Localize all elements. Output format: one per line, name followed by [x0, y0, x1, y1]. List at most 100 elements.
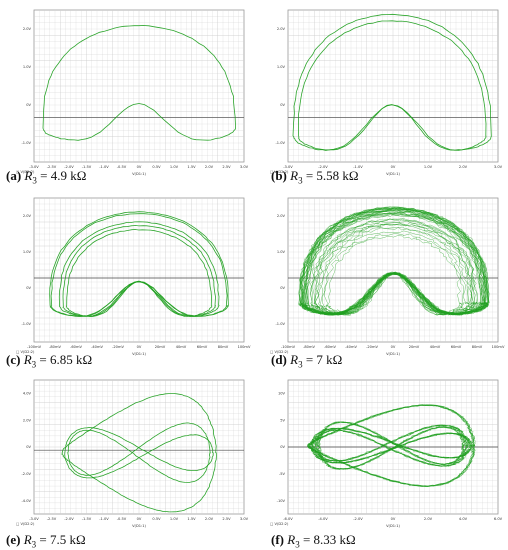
- trajectory-group: [292, 13, 492, 151]
- x-tick-label: -80mV: [303, 345, 315, 349]
- x-axis-title: V(D1:1): [386, 524, 400, 528]
- y-tick-label: -1.0V: [22, 322, 32, 326]
- x-tick-label: 0V: [391, 345, 396, 349]
- x-tick-label: 0V: [137, 517, 142, 521]
- y-tick-label: 2.0V: [23, 418, 32, 422]
- x-tick-label: -40mV: [91, 345, 103, 349]
- trajectory-line: [310, 427, 473, 464]
- x-tick-label: 80mV: [472, 345, 483, 349]
- x-tick-label: -6.0V: [283, 517, 293, 521]
- y-tick-label: 2.0V: [277, 214, 286, 218]
- grid: [34, 10, 244, 162]
- x-axis-title: V(D1:1): [132, 524, 146, 528]
- x-tick-label: -2.0V: [318, 165, 328, 169]
- y-tick-label: 2.0V: [23, 214, 32, 218]
- x-axis-title: V(D1:1): [132, 352, 146, 356]
- x-tick-label: 0.5V: [152, 165, 161, 169]
- x-axis-title: V(D1:1): [132, 172, 146, 176]
- x-tick-label: 1.5V: [187, 517, 196, 521]
- plot-d: -100mV -80mV -60mV -40mV -20mV 0V 20mV 40mV 60mV…: [270, 197, 505, 356]
- y-tick-label: 0V: [280, 445, 285, 449]
- x-tick-label: -20mV: [366, 345, 378, 349]
- x-axis-title: V(D1:1): [386, 172, 400, 176]
- x-tick-label: -20mV: [112, 345, 124, 349]
- y-tick-label: -1.0V: [276, 141, 286, 145]
- trajectory-group: [42, 25, 236, 141]
- x-tick-label: -2.0V: [64, 165, 74, 169]
- trajectory-line: [317, 226, 470, 315]
- x-tick-label: 0V: [137, 345, 142, 349]
- trajectory-line: [61, 393, 217, 513]
- x-tick-label: -80mV: [49, 345, 61, 349]
- x-tick-label: 60mV: [197, 345, 208, 349]
- plot-f: -6.0V -4.0V -2.0V 0V 2.0V 4.0V 6.0V 10V 5V 0V -5V -…: [270, 379, 503, 528]
- trajectory-line: [65, 229, 213, 317]
- x-tick-label: 40mV: [176, 345, 187, 349]
- y-tick-label: -1.0V: [22, 141, 32, 145]
- trajectory-line: [310, 427, 472, 464]
- y-tick-label: -5V: [279, 472, 286, 476]
- trajectory-line: [42, 25, 236, 141]
- x-tick-label: 3.0V: [240, 165, 249, 169]
- x-tick-label: -3.0V: [29, 517, 39, 521]
- trajectory-line: [58, 221, 220, 317]
- x-tick-label: -2.0V: [353, 517, 363, 521]
- x-tick-label: -60mV: [324, 345, 336, 349]
- y-tick-label: 1.0V: [277, 65, 286, 69]
- plot-a: -3.0V -2.5V -2.0V -1.5V -1.0V -0.5V 0V 0.5V 1.0V…: [16, 9, 249, 176]
- x-tick-label: -3.0V: [29, 165, 39, 169]
- trajectory-line: [317, 421, 466, 470]
- trajectory-line: [310, 427, 473, 464]
- y-tick-label: 1.0V: [23, 250, 32, 254]
- legend-entry: □ V(D2:2): [16, 522, 35, 526]
- trajectory-group: [298, 206, 490, 316]
- chart-panel-a: -3.0V -2.5V -2.0V -1.5V -1.0V -0.5V 0V 0.5V 1.0V…: [0, 0, 254, 184]
- chart-panel-f: -6.0V -4.0V -2.0V 0V 2.0V 4.0V 6.0V 10V 5V 0V -5V -…: [254, 370, 508, 536]
- trajectory-line: [67, 422, 211, 483]
- x-tick-label: 20mV: [409, 345, 420, 349]
- x-tick-label: -2.5V: [47, 517, 57, 521]
- x-tick-label: -2.5V: [47, 165, 57, 169]
- trajectory-line: [308, 404, 475, 487]
- caption-c: (c) R3 = 6.85 kΩ: [6, 352, 93, 370]
- x-tick-label: 2.0V: [205, 517, 214, 521]
- grid: [288, 380, 498, 514]
- chart-panel-e: -3.0V -2.5V -2.0V -1.5V -1.0V -0.5V 0V 0.5V 1.0V…: [0, 370, 254, 536]
- trajectory-line: [301, 208, 488, 316]
- x-tick-label: -3.0V: [283, 165, 293, 169]
- y-tick-label: 5V: [280, 418, 285, 422]
- plot-c: -100mV -80mV -60mV -40mV -20mV 0V 20mV 40mV 60mV…: [16, 197, 251, 356]
- x-tick-label: 1.0V: [170, 517, 179, 521]
- x-tick-label: 80mV: [218, 345, 229, 349]
- y-tick-label: 4.0V: [23, 392, 32, 396]
- x-tick-label: -2.0V: [64, 517, 74, 521]
- x-tick-label: 0.5V: [152, 517, 161, 521]
- x-tick-label: -0.5V: [117, 517, 127, 521]
- x-tick-label: 60mV: [451, 345, 462, 349]
- chart-panel-b: -3.0V -2.0V -1.0V 0V 1.0V 2.0V 3.0V 2.0V 1.0V 0V -…: [254, 0, 508, 184]
- caption-d: (d) R3 = 7 kΩ: [271, 352, 343, 370]
- plot-e: -3.0V -2.5V -2.0V -1.5V -1.0V -0.5V 0V 0.5V 1.0V…: [16, 379, 249, 528]
- x-tick-label: 20mV: [155, 345, 166, 349]
- trajectory-group: [49, 211, 229, 317]
- x-tick-label: 100mV: [492, 345, 505, 349]
- legend-entry: □ V(D2:2): [16, 170, 35, 174]
- trajectory-line: [314, 424, 468, 467]
- trajectory-line: [310, 218, 479, 316]
- x-tick-label: 1.0V: [424, 165, 433, 169]
- x-tick-label: -60mV: [70, 345, 82, 349]
- x-tick-label: -100mV: [281, 345, 296, 349]
- x-tick-label: -1.5V: [82, 165, 92, 169]
- y-tick-label: 1.0V: [23, 65, 32, 69]
- x-tick-label: -1.5V: [82, 517, 92, 521]
- x-tick-label: -1.0V: [99, 517, 109, 521]
- legend-entry: □ V(D2:2): [270, 522, 289, 526]
- y-tick-label: -4.0V: [22, 499, 32, 503]
- x-tick-label: 4.0V: [459, 517, 468, 521]
- x-tick-label: 0V: [391, 517, 396, 521]
- x-tick-label: 3.0V: [494, 165, 503, 169]
- x-tick-label: -100mV: [27, 345, 42, 349]
- y-tick-label: 2.0V: [277, 27, 286, 31]
- trajectory-line: [50, 213, 228, 317]
- y-tick-label: -2.0V: [22, 472, 32, 476]
